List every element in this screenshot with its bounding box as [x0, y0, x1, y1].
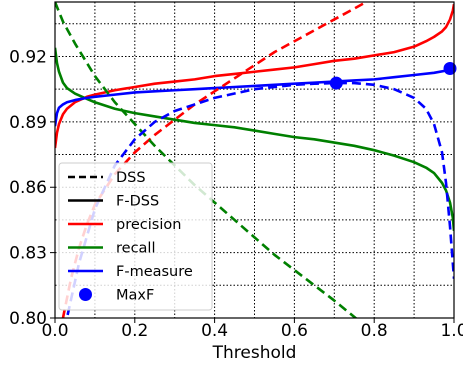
x-tick-label: 1.0	[440, 321, 463, 341]
x-axis-label: Threshold	[212, 343, 297, 363]
plot-frame	[54, 1, 455, 319]
legend-label: F-measure	[116, 264, 193, 280]
series-line-dss-f-measure	[65, 81, 454, 318]
legend-label: MaxF	[116, 288, 154, 304]
maxf-marker	[329, 76, 343, 90]
legend-label: precision	[116, 217, 181, 233]
y-tick-label: 0.83	[9, 244, 47, 264]
y-tick-label: 0.89	[9, 113, 47, 133]
x-tick-label: 0.0	[41, 321, 68, 341]
y-tick-label: 0.92	[9, 47, 47, 67]
legend: DSS F-DSS precision recall F-measure MaxF	[58, 162, 213, 311]
ticks: 0.0 0.2 0.4 0.6 0.8 1.0 0.80 0.83 0.86 0.89 0.92	[9, 47, 463, 341]
y-tick-label: 0.80	[9, 309, 47, 329]
legend-swatch	[79, 288, 92, 301]
x-tick-label: 0.2	[121, 321, 148, 341]
series-line-f-dss-recall	[55, 47, 454, 231]
x-tick-label: 0.4	[201, 321, 228, 341]
y-tick-label: 0.86	[9, 178, 47, 198]
legend-label: DSS	[116, 170, 146, 186]
x-tick-label: 0.8	[361, 321, 388, 341]
legend-label: F-DSS	[116, 194, 159, 210]
x-tick-label: 0.6	[281, 321, 308, 341]
series-line-f-dss-f-measure	[55, 67, 454, 127]
marker-layer	[329, 61, 457, 90]
legend-label: recall	[116, 241, 155, 257]
series-line-f-dss-precision	[55, 3, 454, 149]
maxf-marker	[443, 61, 457, 75]
